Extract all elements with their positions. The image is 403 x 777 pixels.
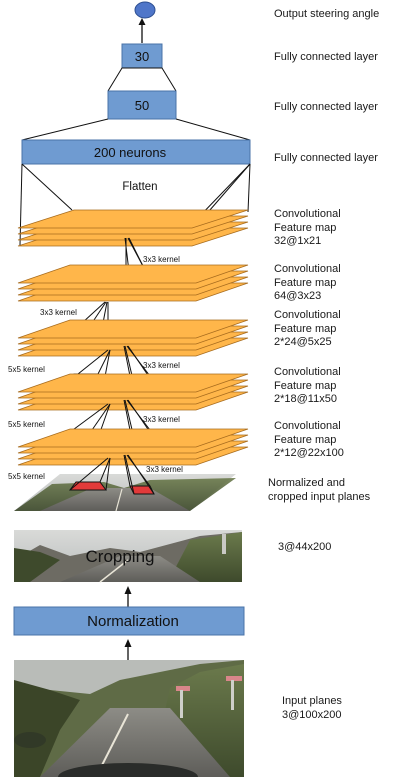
conv-2-dims: 2*18@11x50 [274,393,337,405]
cropping-text: Cropping [86,547,155,566]
conv-5-word2: Feature map [274,221,337,234]
input-planes-line2: cropped input planes [268,490,371,503]
fc-200-box [21,139,251,165]
cropping-dims: 3@44x200 [278,541,332,553]
conv-label-1: Convolutional Feature map 2*12@22x100 [274,420,344,461]
conv-4-word1: Convolutional [274,263,341,275]
normalization-text: Normalization [87,613,179,630]
arrow-head-output [138,18,146,25]
conv-4-dims: 64@3x23 [274,290,322,302]
fc-200-text: 200 neurons [94,145,167,160]
conv-5-dims: 32@1x21 [274,235,322,247]
kernel-label-3x3-layer2: 3x3 kernel [143,415,180,424]
conv-label-4: Convolutional Feature map 64@3x23 [274,263,341,304]
normalization-box [13,606,245,636]
conv-1-word2: Feature map [274,433,337,446]
conv-3-word1: Convolutional [274,309,341,321]
fc-connector-50-30 [107,67,177,92]
fc-connector-200-50-right [175,118,251,141]
input-line1: Input planes [282,695,342,707]
arrow-head-norm-crop [124,586,132,594]
conv-3-word2: Feature map [274,322,337,335]
kernel-label-5x5-layer3: 5x5 kernel [8,365,45,374]
flatten-diag-left [21,163,73,211]
conv-4-word2: Feature map [274,276,337,289]
conv-label-2: Convolutional Feature map 2*18@11x50 [274,366,341,407]
conv-1-dims: 2*12@22x100 [274,447,344,459]
fc-label-30: Fully connected layer [274,51,378,63]
feature-map-stack-1 [17,428,249,466]
output-node [134,1,156,19]
conv-label-3: Convolutional Feature map 2*24@5x25 [274,309,341,350]
cropped-image [14,530,242,583]
kernel-label-layer4: 3x3 kernel [40,308,77,317]
input-image [14,660,244,777]
flatten-line-left [19,163,23,246]
output-label: Output steering angle [274,8,380,20]
normalized-input-plane [14,474,236,512]
conv-2-word1: Convolutional [274,366,341,378]
kernel-3x3-input [123,454,155,495]
input-planes-line1: Normalized and [268,477,346,489]
input-planes-label: Normalized and cropped input planes [268,477,370,504]
conv-label-5: Convolutional Feature map 32@1x21 [274,208,341,249]
flatten-text: Flatten [122,181,157,193]
conv-1-word1: Convolutional [274,420,341,432]
kernel-label-5x5-layer1: 5x5 kernel [8,472,45,481]
feature-map-stack-3 [17,319,249,357]
kernel-label-5x5-layer2: 5x5 kernel [8,420,45,429]
fc-connector-200-50-left [21,118,109,141]
kernel-5x5-input [69,457,111,491]
fc-label-200: Fully connected layer [274,152,378,164]
input-label: Input planes 3@100x200 [282,695,342,722]
feature-map-stack-5 [17,209,249,247]
conv-3-dims: 2*24@5x25 [274,336,332,348]
fc-50-box [107,90,177,120]
fc-50-text: 50 [135,98,149,113]
fc-30-text: 30 [135,49,149,64]
conv-2-word2: Feature map [274,379,337,392]
conv-5-word1: Convolutional [274,208,341,220]
fc-label-50: Fully connected layer [274,101,378,113]
kernel-label-3x3-layer1: 3x3 kernel [146,465,183,474]
kernel-label-3x3-layer3: 3x3 kernel [143,361,180,370]
arrow-head-input-norm [124,639,132,647]
input-line2: 3@100x200 [282,708,342,721]
flatten-line-right [247,163,251,213]
feature-map-stack-4 [17,264,249,302]
feature-map-stack-2 [17,373,249,411]
kernel-label-layer5: 3x3 kernel [143,255,180,264]
